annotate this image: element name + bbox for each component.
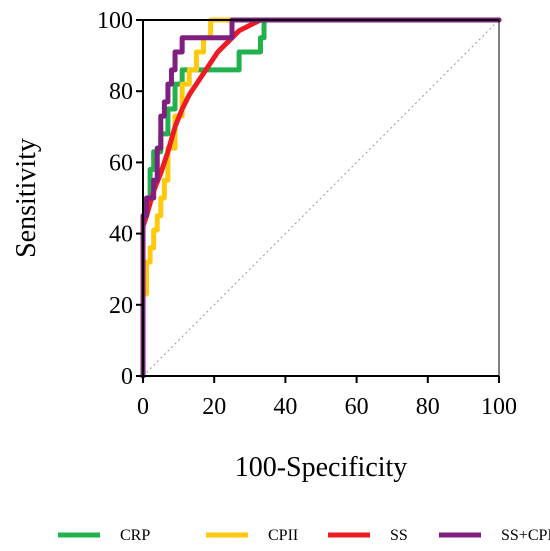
legend-item: SS+CPII [439, 527, 550, 544]
axes-layer [142, 19, 500, 377]
legend-label: SS [390, 527, 408, 544]
y-tick-label: 0 [121, 364, 133, 390]
y-tick-label: 60 [109, 150, 133, 176]
y-axis-title: Sensitivity [11, 138, 42, 258]
x-tick-label: 100 [481, 394, 517, 420]
x-tick-label: 0 [137, 394, 149, 420]
reference-layer [142, 19, 500, 377]
series-line-cpii [140, 17, 502, 379]
x-tick-label: 60 [345, 394, 369, 420]
legend-label: CPII [268, 527, 298, 544]
x-axis-title: 100-Specificity [235, 452, 408, 483]
y-tick-label: 40 [109, 222, 133, 248]
x-tick-label: 40 [273, 394, 297, 420]
y-tick-label: 80 [109, 79, 133, 105]
x-tick-label: 20 [202, 394, 226, 420]
legend: CRP CPII SS SS+CPII [58, 527, 550, 544]
y-tick-label: 100 [97, 8, 133, 34]
legend-item: CRP [58, 527, 150, 544]
y-tick-label: 20 [109, 293, 133, 319]
series-layer [140, 17, 502, 379]
series-line-ss-cpii [140, 17, 502, 379]
legend-item: SS [328, 527, 408, 544]
x-tick-label: 80 [416, 394, 440, 420]
legend-label: SS+CPII [501, 527, 550, 544]
ticks-layer: 0 20 40 60 80 100 0 20 40 60 80 100 [97, 8, 517, 420]
legend-item: CPII [206, 527, 298, 544]
reference-diagonal-line [142, 19, 500, 377]
legend-label: CRP [120, 527, 150, 544]
